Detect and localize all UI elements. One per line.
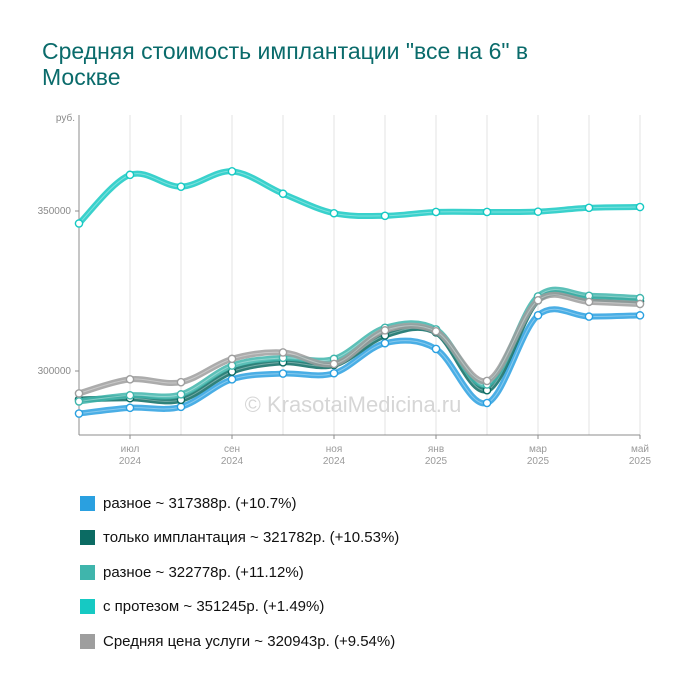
- legend-label: Средняя цена услуги ~ 320943р. (+9.54%): [103, 632, 396, 650]
- data-point[interactable]: [227, 375, 237, 384]
- data-point[interactable]: [176, 390, 186, 399]
- x-tick-month-label: май: [631, 444, 649, 455]
- x-tick-year-label: 2024: [323, 456, 346, 467]
- series-lines: [74, 167, 645, 418]
- x-axis: июл2024сен2024ноя2024янв2025мар2025май20…: [119, 435, 652, 467]
- y-tick-label: 300000: [38, 366, 72, 377]
- data-point[interactable]: [125, 391, 135, 400]
- data-point[interactable]: [380, 211, 390, 221]
- y-tick-label: 350000: [38, 206, 72, 217]
- watermark: © KrasotaiMedicina.ru: [245, 392, 462, 417]
- data-point[interactable]: [74, 219, 84, 228]
- x-tick-month-label: янв: [428, 444, 444, 455]
- x-tick-year-label: 2025: [425, 456, 448, 467]
- data-point[interactable]: [584, 297, 594, 307]
- data-point[interactable]: [482, 207, 492, 217]
- data-point[interactable]: [533, 311, 543, 320]
- data-point[interactable]: [278, 348, 288, 357]
- data-point[interactable]: [533, 295, 543, 305]
- legend-swatch: [80, 599, 95, 615]
- legend-label: только имплантация ~ 321782р. (+10.53%): [103, 529, 400, 547]
- legend: разное ~ 317388р. (+10.7%) только имплант…: [80, 486, 399, 659]
- x-tick-month-label: июл: [121, 444, 140, 455]
- data-point[interactable]: [329, 368, 339, 378]
- data-point[interactable]: [533, 207, 543, 216]
- data-point[interactable]: [227, 167, 237, 176]
- x-tick-month-label: сен: [224, 444, 240, 455]
- data-point[interactable]: [125, 170, 135, 180]
- x-tick-month-label: мар: [529, 444, 547, 455]
- data-point[interactable]: [635, 311, 645, 320]
- data-point[interactable]: [278, 369, 288, 378]
- data-point[interactable]: [431, 327, 441, 336]
- series-2: [74, 306, 645, 418]
- series-5: [74, 291, 645, 398]
- data-point[interactable]: [329, 208, 339, 218]
- grid: [78, 115, 641, 436]
- data-point[interactable]: [227, 354, 237, 364]
- data-point[interactable]: [431, 207, 441, 217]
- data-point[interactable]: [125, 403, 135, 413]
- y-axis-unit-label: руб.: [56, 112, 75, 124]
- data-point[interactable]: [584, 203, 594, 213]
- legend-item[interactable]: разное ~ 322778р. (+11.12%): [80, 555, 399, 590]
- data-point[interactable]: [635, 299, 645, 309]
- chart-title: Средняя стоимость имплантации "все на 6"…: [42, 38, 529, 90]
- data-point[interactable]: [482, 398, 492, 408]
- data-point[interactable]: [125, 375, 135, 384]
- legend-label: с протезом ~ 351245р. (+1.49%): [103, 598, 325, 616]
- legend-label: разное ~ 317388р. (+10.7%): [103, 494, 297, 512]
- legend-swatch: [80, 564, 95, 580]
- legend-item[interactable]: Средняя цена услуги ~ 320943р. (+9.54%): [80, 624, 399, 659]
- y-axis: 300000 350000: [38, 206, 79, 377]
- data-point[interactable]: [278, 189, 288, 199]
- x-tick-year-label: 2024: [119, 456, 142, 467]
- legend-item[interactable]: разное ~ 317388р. (+10.7%): [80, 486, 399, 521]
- data-point[interactable]: [482, 376, 492, 386]
- legend-swatch: [80, 530, 95, 546]
- x-tick-year-label: 2024: [221, 456, 244, 467]
- data-point[interactable]: [74, 389, 84, 398]
- x-tick-year-label: 2025: [527, 456, 550, 467]
- series-1: [74, 167, 645, 228]
- legend-swatch: [80, 633, 95, 649]
- x-tick-year-label: 2025: [629, 456, 652, 467]
- data-point[interactable]: [176, 182, 186, 191]
- data-point[interactable]: [635, 202, 645, 212]
- x-tick-month-label: ноя: [326, 444, 343, 455]
- data-point[interactable]: [584, 312, 594, 321]
- data-point[interactable]: [380, 338, 390, 348]
- legend-swatch: [80, 495, 95, 511]
- data-point[interactable]: [74, 409, 84, 418]
- data-point[interactable]: [431, 344, 441, 354]
- data-point[interactable]: [176, 377, 186, 387]
- data-point[interactable]: [74, 397, 84, 406]
- legend-item[interactable]: только имплантация ~ 321782р. (+10.53%): [80, 521, 399, 556]
- legend-label: разное ~ 322778р. (+11.12%): [103, 563, 304, 581]
- legend-item[interactable]: с протезом ~ 351245р. (+1.49%): [80, 590, 399, 625]
- data-point[interactable]: [176, 402, 186, 412]
- data-point[interactable]: [380, 326, 390, 335]
- data-point[interactable]: [329, 359, 339, 369]
